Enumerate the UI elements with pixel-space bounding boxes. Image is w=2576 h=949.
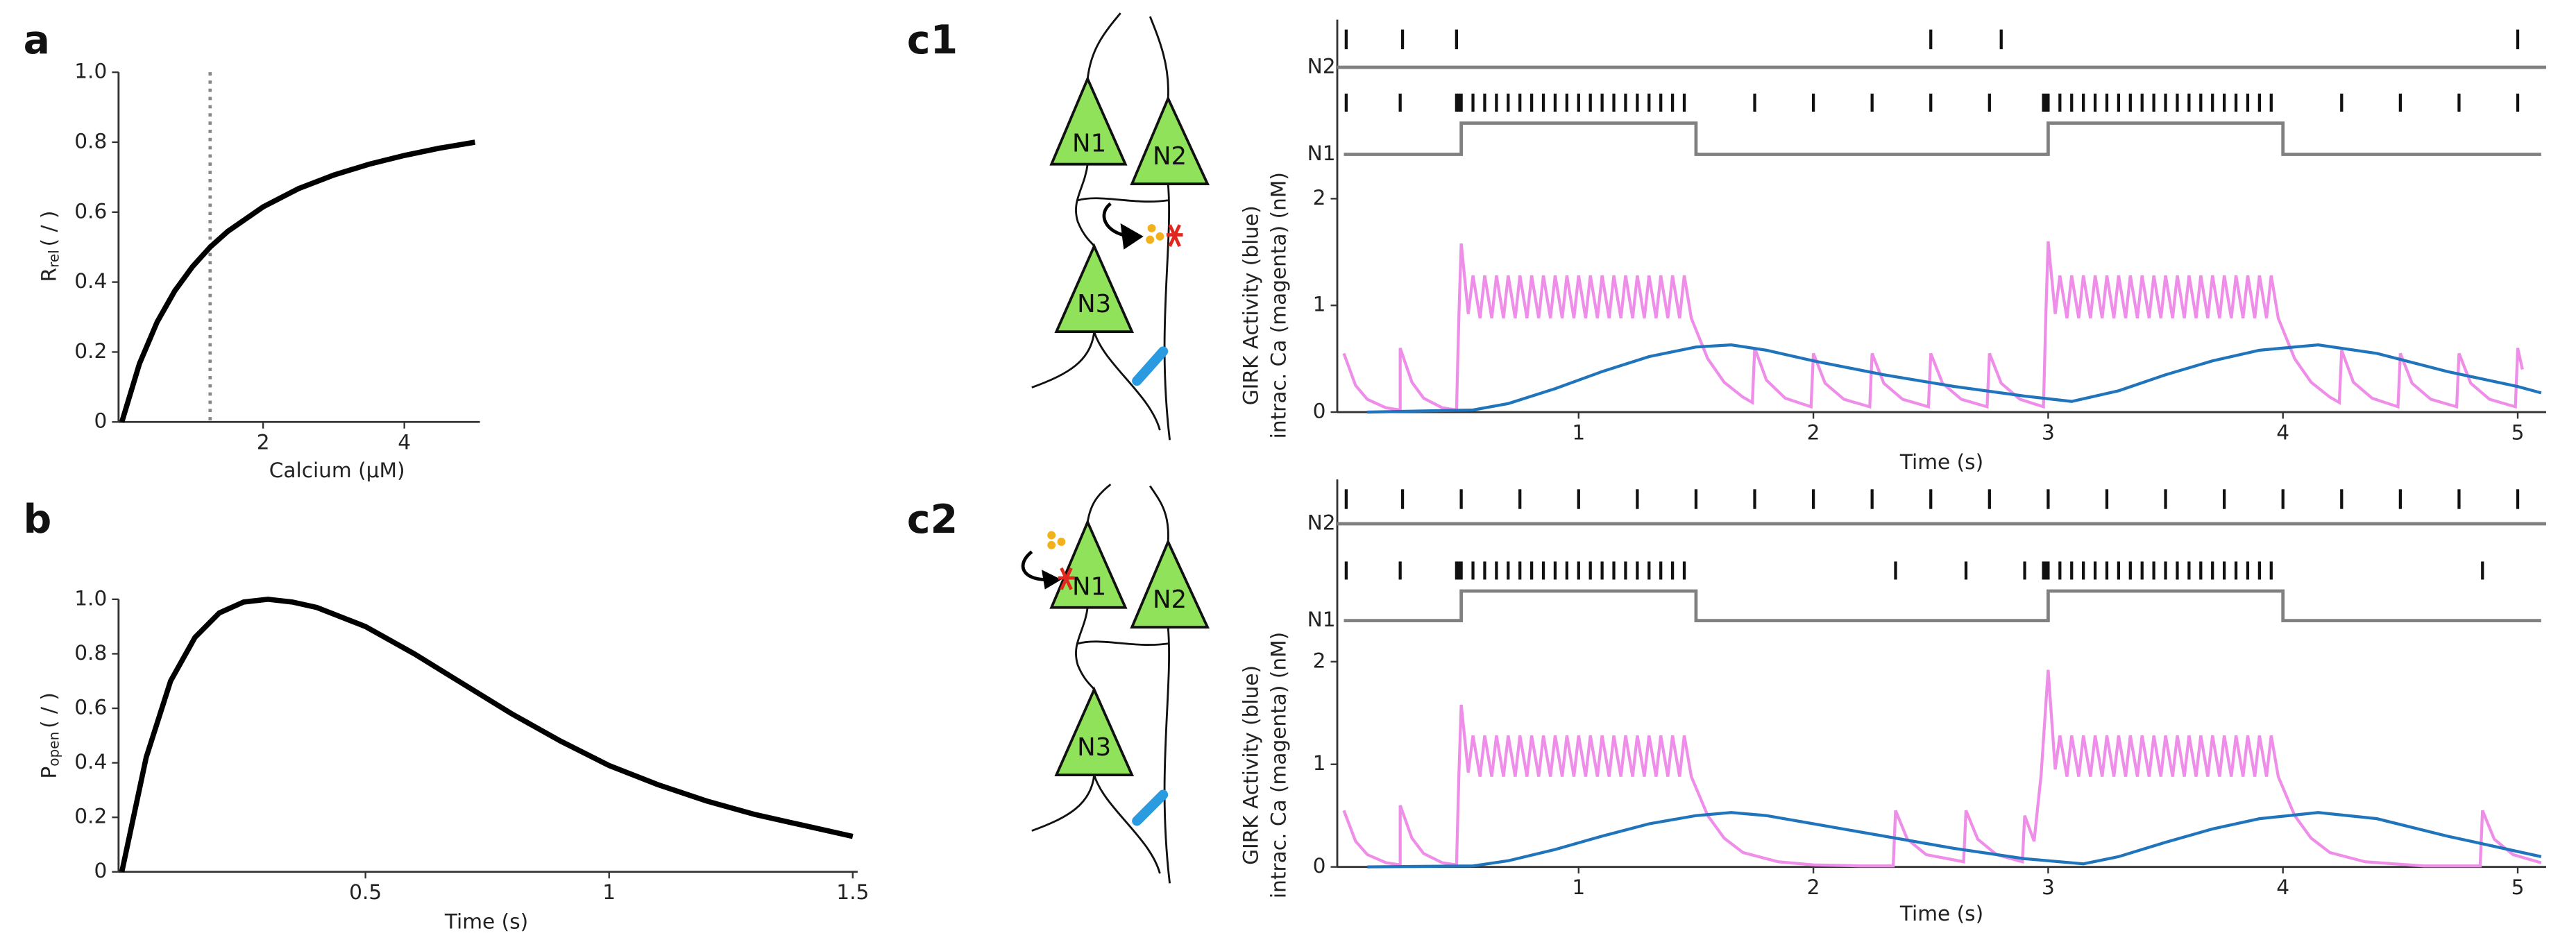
neuron-label: N2 — [1153, 585, 1187, 614]
neuron — [1054, 243, 1135, 333]
neuron — [1054, 686, 1135, 777]
stimulus-trace — [1344, 589, 2541, 623]
x-tick-label: 4 — [2276, 875, 2289, 899]
diagram-c2: N1 N2 N3 — [1021, 484, 1210, 884]
x-tick-label: 4 — [2276, 420, 2289, 444]
x-tick-label: 5 — [2511, 420, 2525, 444]
y-tick-label: 1.0 — [74, 586, 107, 610]
transmitter — [1047, 531, 1056, 540]
y-tick-label: 2 — [1313, 649, 1326, 672]
transmitter — [1047, 540, 1056, 549]
neuron-label: N2 — [1153, 142, 1187, 171]
y-tick-label: 0 — [1313, 854, 1326, 878]
transmitter — [1146, 235, 1155, 244]
y-label-unit: ( / ) — [37, 692, 60, 728]
neuron-label: N1 — [1072, 572, 1106, 601]
panel-label: c1 — [907, 17, 958, 63]
row-label: N2 — [1307, 511, 1336, 535]
x-axis-label: Time (s) — [1899, 902, 1983, 925]
girk-channel — [1132, 789, 1169, 826]
x-tick-label: 1 — [602, 880, 616, 904]
neuron — [1130, 95, 1210, 185]
y-label-unit: ( / ) — [37, 211, 60, 247]
neuron — [1130, 538, 1210, 629]
neuron-label: N3 — [1077, 290, 1111, 318]
arrow-head — [1041, 570, 1062, 590]
transmitter — [1057, 538, 1066, 546]
x-tick-label: 3 — [2042, 875, 2055, 899]
row-label: N2 — [1307, 55, 1336, 78]
x-axis-label: Time (s) — [1899, 450, 1983, 474]
y-axis-label: Popen ( / ) — [37, 692, 62, 779]
x-tick-label: 4 — [398, 431, 411, 454]
y-axis-label: intrac. Ca (magenta) (nM) — [1267, 632, 1291, 898]
y-tick-label: 1.0 — [74, 60, 107, 83]
y-axis-label: intrac. Ca (magenta) (nM) — [1267, 172, 1291, 438]
y-label-main: P — [37, 767, 60, 779]
x-tick-label: 1 — [1572, 875, 1585, 899]
trace — [1342, 241, 2524, 412]
curve — [119, 597, 854, 873]
x-tick-label: 2 — [1807, 420, 1820, 444]
y-tick-label: 1 — [1313, 293, 1326, 316]
y-label-sub: rel — [45, 250, 62, 268]
y-tick-label: 0.8 — [74, 129, 107, 153]
neuron-label: N1 — [1072, 129, 1106, 157]
receptor — [1058, 567, 1075, 590]
y-tick-label: 1 — [1313, 751, 1326, 775]
diagram-c1: N1 N2 N3 — [1031, 12, 1210, 441]
y-tick-label: 0.6 — [74, 199, 107, 223]
dendrites — [1031, 12, 1171, 441]
x-tick-label: 2 — [1807, 875, 1820, 899]
y-tick-label: 0.6 — [74, 696, 107, 719]
dendrites — [1031, 484, 1171, 884]
curve — [119, 139, 476, 423]
y-tick-label: 0.2 — [74, 339, 107, 363]
panel-label: b — [24, 497, 52, 542]
receptor — [1166, 224, 1183, 248]
row-label: N1 — [1307, 608, 1336, 631]
y-tick-label: 0.4 — [74, 269, 107, 293]
y-tick-label: 2 — [1313, 186, 1326, 210]
panel-label: a — [24, 17, 50, 63]
y-axis-label: GIRK Activity (blue) — [1239, 665, 1262, 865]
girk-channel — [1132, 346, 1169, 386]
arrow-head — [1120, 223, 1144, 250]
trace — [1367, 343, 2542, 414]
x-tick-label: 5 — [2511, 875, 2525, 899]
x-tick-label: 1 — [1572, 420, 1585, 444]
row-label: N1 — [1307, 142, 1336, 165]
y-axis-label: Rrel ( / ) — [37, 211, 62, 282]
y-label-main: R — [37, 268, 60, 282]
transmitter — [1147, 224, 1156, 232]
x-tick-label: 1.5 — [836, 880, 869, 904]
trace — [1367, 811, 2542, 869]
stimulus-trace — [1344, 121, 2541, 156]
x-tick-label: 3 — [2042, 420, 2055, 444]
neuron-label: N3 — [1077, 733, 1111, 762]
x-axis-label: Time (s) — [444, 910, 528, 934]
x-tick-label: 0.5 — [349, 880, 382, 904]
y-tick-label: 0.4 — [74, 750, 107, 773]
trace — [1342, 669, 2542, 868]
y-tick-label: 0.8 — [74, 641, 107, 665]
transmitter — [1155, 232, 1164, 241]
x-tick-label: 2 — [257, 431, 270, 454]
y-axis-label: GIRK Activity (blue) — [1239, 205, 1262, 405]
y-label-sub: open — [45, 732, 62, 767]
y-tick-label: 0 — [1313, 400, 1326, 423]
panel-label: c2 — [907, 497, 958, 542]
neuron — [1049, 75, 1128, 166]
x-axis-label: Calcium (μM) — [269, 459, 405, 482]
y-tick-label: 0 — [94, 409, 107, 433]
y-tick-label: 0 — [94, 859, 107, 882]
y-tick-label: 0.2 — [74, 805, 107, 828]
